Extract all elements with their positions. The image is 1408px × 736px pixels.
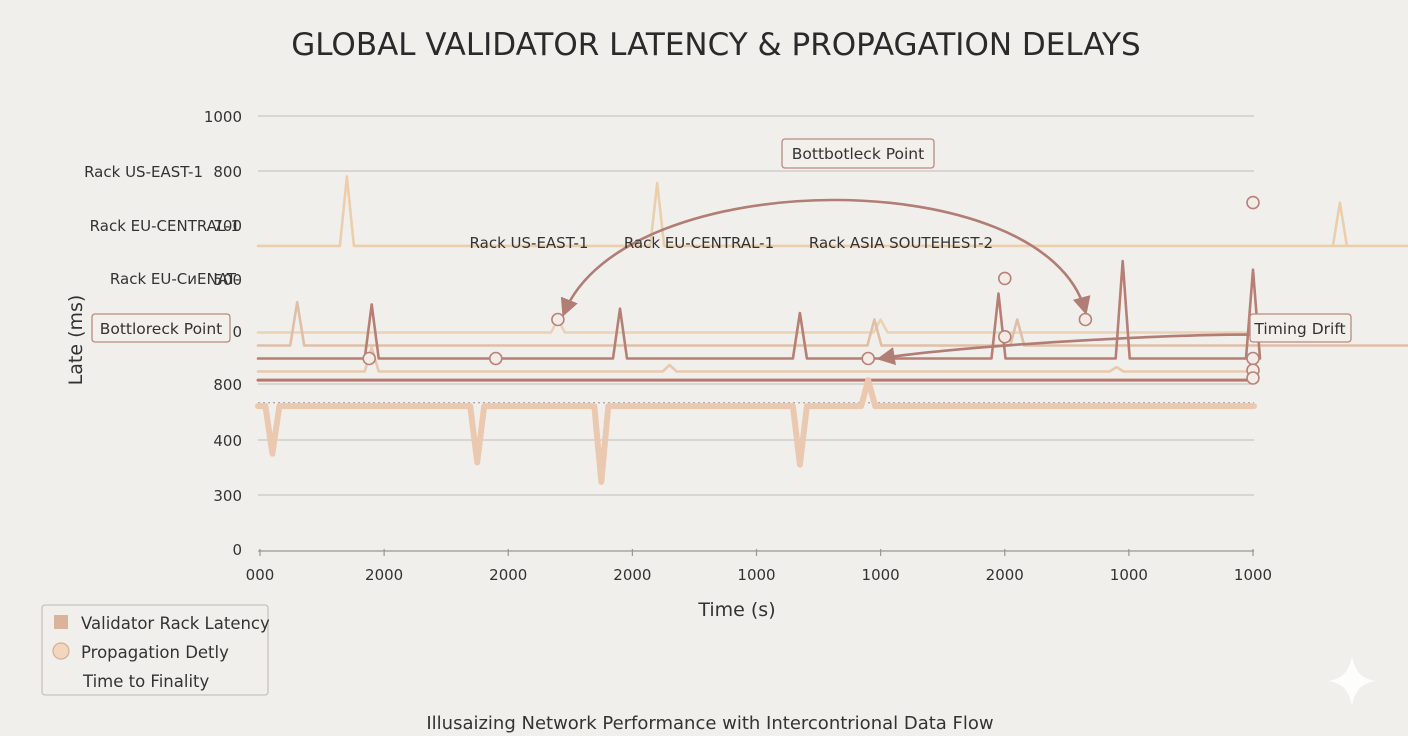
data-point-marker — [1078, 312, 1093, 327]
series-line — [255, 377, 1257, 485]
x-tick-label: 1000 — [1110, 566, 1148, 584]
x-tick-label: 1000 — [737, 566, 775, 584]
x-tick-label: 2000 — [489, 566, 527, 584]
data-point-marker — [997, 271, 1012, 286]
data-point-marker — [1246, 195, 1260, 210]
y-tick-label: 0 — [232, 541, 242, 559]
flow-arrow — [560, 198, 1091, 317]
annotation-bottleneck-left: Bottloreck Point — [91, 313, 231, 343]
x-tick-label: 2000 — [613, 566, 651, 584]
svg-text:Timing Drift: Timing Drift — [1253, 320, 1345, 338]
legend-item-validator: Validator Rack Latency — [81, 614, 270, 633]
series-line — [256, 175, 1408, 248]
chart-subtitle: Illusaizing Network Performance with Int… — [426, 713, 993, 734]
data-point-marker — [551, 312, 565, 327]
data-point-marker — [1246, 371, 1260, 385]
y-tick-label: 400 — [213, 432, 242, 450]
x-tick-label: 2000 — [365, 566, 403, 584]
y-tick-label: 300 — [213, 487, 242, 505]
svg-text:Bottbotleck Point: Bottbotleck Point — [792, 145, 924, 163]
series-group — [255, 175, 1408, 485]
flow-arrow — [876, 333, 1279, 366]
legend-square-marker — [54, 615, 68, 629]
y-tick-label: 800 — [213, 376, 242, 394]
arrow-group — [560, 160, 1279, 366]
y-tick-labels: 1000 800 700 500 0 800 400 300 0 — [204, 108, 242, 559]
x-tick-label: 2000 — [986, 566, 1024, 584]
x-tick-label: 1000 — [862, 566, 900, 584]
data-point-marker — [488, 351, 503, 366]
x-tick-label: 000 — [246, 566, 275, 584]
legend-circle-marker — [52, 642, 70, 660]
annotation-timing-drift: Timing Drift — [1249, 313, 1352, 343]
series-line — [256, 300, 1408, 347]
sparkle-icon — [1328, 656, 1376, 706]
annotation-bottleneck-top: Bottbotleck Point — [781, 138, 935, 169]
y-tick-label: 700 — [213, 217, 242, 235]
grid-lines — [258, 115, 1254, 496]
series-line — [256, 259, 1262, 360]
y-tick-label: 0 — [232, 323, 242, 341]
marker-group — [362, 195, 1260, 385]
y-tick-label: 1000 — [204, 108, 242, 126]
y-tick-label: 800 — [213, 163, 242, 181]
y-tick-label: 500 — [213, 271, 242, 289]
y-side-label-eu-central: Rack EU-CENTRAL-1 — [90, 217, 240, 235]
inline-label-eu-central: Rack EU-CENTRAL-1 — [624, 234, 774, 252]
svg-text:Bottloreck Point: Bottloreck Point — [100, 320, 223, 338]
data-point-marker — [1246, 351, 1260, 366]
y-axis-title: Late (ms) — [65, 295, 87, 386]
x-tick-label: 1000 — [1234, 566, 1272, 584]
data-point-marker — [861, 351, 876, 366]
legend-item-finality: Time to Finality — [82, 672, 210, 691]
legend-item-propagation: Propagation Detly — [81, 643, 229, 662]
inline-label-us-east: Rack US-EAST-1 — [470, 234, 589, 252]
x-tick-labels: 000 2000 2000 2000 1000 1000 2000 1000 1000 — [246, 549, 1272, 584]
y-side-label-eu-cnenat: Rack EU-CᴎENAT- — [110, 270, 240, 288]
legend: Validator Rack Latency Propagation Detly… — [41, 604, 270, 696]
x-axis-title: Time (s) — [697, 599, 775, 621]
y-side-label-us-east: Rack US-EAST-1 — [84, 163, 203, 181]
data-point-marker — [362, 351, 377, 366]
inline-label-asia: Rack ASIA SOUTEHEST-2 — [809, 234, 993, 252]
chart-title: GLOBAL VALIDATOR LATENCY & PROPAGATION D… — [291, 27, 1141, 63]
data-point-marker — [997, 329, 1012, 344]
